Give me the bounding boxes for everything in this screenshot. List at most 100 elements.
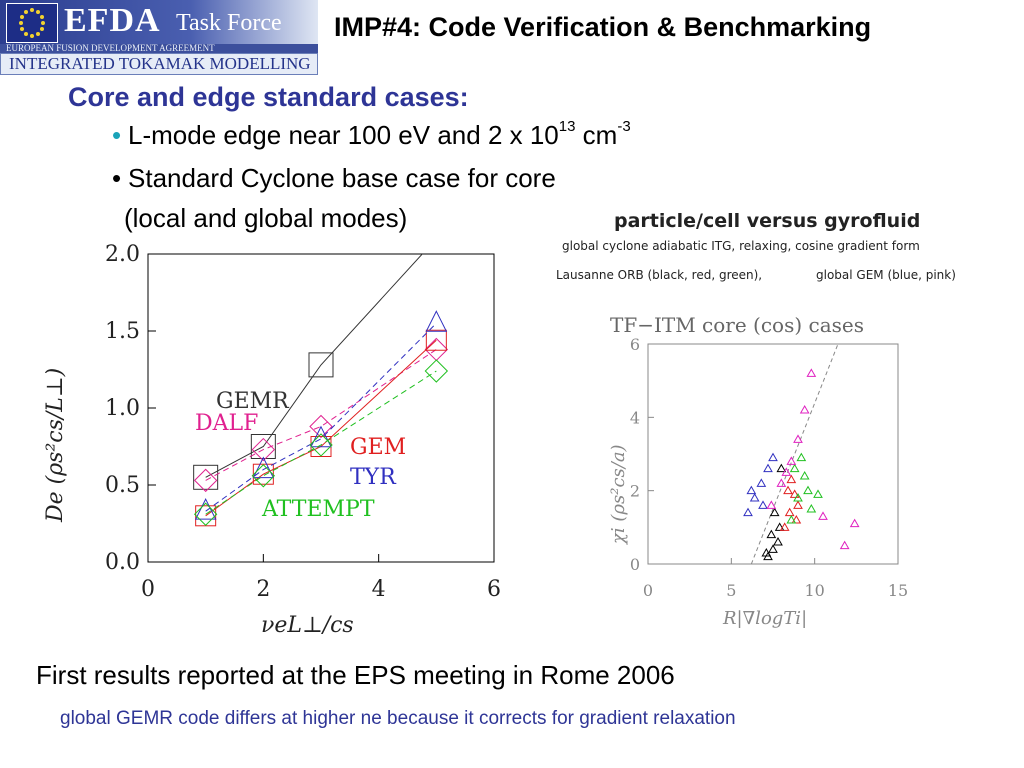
data-point-tyr — [310, 425, 332, 448]
chi-scatter-chart: TF−ITM core (cos) cases 0 5 10 15 0 2 4 6 R|∇logT… — [608, 313, 908, 629]
bullet-marker: • — [112, 163, 122, 193]
data-point-black — [769, 507, 780, 517]
data-point-gemr — [424, 236, 448, 251]
data-point-gemr — [193, 464, 219, 490]
y-tick-label: 0.0 — [105, 550, 140, 575]
series-label-gemr: GEMR — [216, 389, 290, 414]
slide-title: IMP#4: Code Verification & Benchmarking — [334, 12, 872, 42]
data-point-blue — [768, 452, 778, 462]
data-point-pink — [766, 500, 777, 509]
series-line-attempt — [205, 370, 437, 515]
series-group — [193, 236, 449, 527]
logo-subtitle: Task Force — [176, 10, 282, 36]
bullet-text: Standard Cyclone base case for core — [128, 163, 556, 193]
x-tick-label: 0 — [141, 577, 155, 602]
data-point-green — [786, 514, 797, 524]
plot-frame — [647, 343, 899, 565]
data-point-black — [766, 529, 777, 539]
y-axis-label: χi (ρs²cs/a) — [608, 444, 629, 546]
y-tick-label: 2.0 — [105, 242, 140, 267]
x-tick-label: 2 — [256, 577, 270, 602]
data-point-blue — [763, 463, 773, 473]
panel-title: particle/cell versus gyrofluid — [614, 210, 921, 232]
unit-text: cm — [575, 120, 618, 150]
data-point-black — [773, 536, 783, 546]
data-point-pink — [849, 518, 860, 528]
bullet-continuation: (local and global modes) — [124, 203, 408, 233]
series-line-gemr — [205, 254, 423, 478]
y-tick-label: 1.0 — [105, 396, 140, 421]
data-point-black — [768, 544, 778, 553]
reference-dashed-line — [750, 343, 839, 565]
x-tick-label: 6 — [487, 577, 501, 602]
panel-legend-gem: global GEM (blue, pink) — [816, 268, 956, 282]
data-point-black — [776, 463, 787, 473]
logo-agreement: EUROPEAN FUSION DEVELOPMENT AGREEMENT — [0, 44, 318, 53]
y-tick-label: 0 — [630, 555, 640, 574]
data-point-green — [793, 492, 803, 502]
data-point-dalf — [193, 468, 218, 493]
data-point-green — [803, 485, 813, 495]
data-point-pink — [818, 511, 828, 520]
data-point-attempt — [251, 464, 276, 488]
data-point-blue — [749, 492, 760, 502]
data-point-red — [779, 522, 790, 531]
bullet-item-edge: • L-mode edge near 100 eV and 2 x 1013 cm… — [112, 118, 631, 151]
bullet-text: L-mode edge near 100 eV and 2 x 10 — [128, 120, 559, 150]
x-tick-label: 10 — [804, 581, 824, 600]
y-tick-label: 1.5 — [105, 319, 140, 344]
bullet-marker: • — [112, 120, 122, 150]
series-label-tyr: TYR — [350, 465, 397, 490]
data-point-pink — [776, 478, 787, 487]
x-tick-label: 5 — [726, 581, 736, 600]
data-point-blue — [758, 500, 768, 509]
footer-statement: First results reported at the EPS meetin… — [36, 660, 675, 690]
exponent: 13 — [558, 118, 576, 135]
data-point-gemr — [308, 352, 334, 378]
series-label-dalf: DALF — [195, 411, 258, 436]
y-tick-label: 4 — [630, 408, 640, 427]
series-line-dalf — [205, 349, 437, 481]
y-tick-label: 6 — [630, 335, 640, 354]
logo-program: INTEGRATED TOKAMAK MODELLING — [0, 53, 318, 75]
data-point-tyr — [194, 498, 217, 520]
data-point-pink — [786, 456, 797, 465]
y-tick-label: 2 — [630, 482, 640, 501]
data-point-attempt — [424, 359, 449, 383]
data-point-green — [806, 503, 817, 513]
data-point-pink — [793, 434, 803, 443]
data-point-dalf — [309, 414, 333, 439]
data-point-attempt — [193, 502, 218, 526]
data-point-dalf — [251, 437, 276, 462]
data-point-blue — [743, 507, 753, 517]
logo-title: EFDA — [64, 2, 161, 39]
data-point-red — [793, 500, 803, 509]
data-point-tyr — [425, 310, 448, 332]
series-line-tyr — [205, 322, 437, 512]
data-point-black — [774, 522, 785, 531]
x-tick-label: 4 — [372, 577, 386, 602]
x-tick-label: 0 — [643, 581, 653, 600]
efda-logo: EFDA Task Force EUROPEAN FUSION DEVELOPM… — [0, 0, 318, 76]
bullet-item-core: • Standard Cyclone base case for core — [112, 163, 556, 194]
data-point-pink — [781, 467, 792, 476]
y-axis-label: De (ρs²cs/L⊥) — [43, 368, 68, 523]
data-point-pink — [806, 368, 817, 377]
data-point-pink — [799, 404, 810, 414]
panel-subtitle: global cyclone adiabatic ITG, relaxing, … — [562, 239, 920, 253]
data-point-attempt — [309, 433, 333, 457]
data-point-gem — [425, 329, 447, 351]
data-point-blue — [746, 485, 757, 495]
footer-note: global GEMR code differs at higher ne be… — [60, 708, 736, 729]
x-axis-label: νeL⊥/cs — [261, 613, 354, 638]
data-point-red — [784, 507, 795, 517]
chart-title: TF−ITM core (cos) cases — [610, 313, 864, 337]
data-point-black — [761, 547, 772, 557]
data-point-dalf — [424, 337, 449, 362]
data-point-red — [791, 514, 802, 524]
data-point-tyr — [252, 456, 275, 479]
exponent: -3 — [617, 118, 631, 135]
data-point-green — [796, 452, 807, 462]
data-point-green — [799, 470, 810, 480]
